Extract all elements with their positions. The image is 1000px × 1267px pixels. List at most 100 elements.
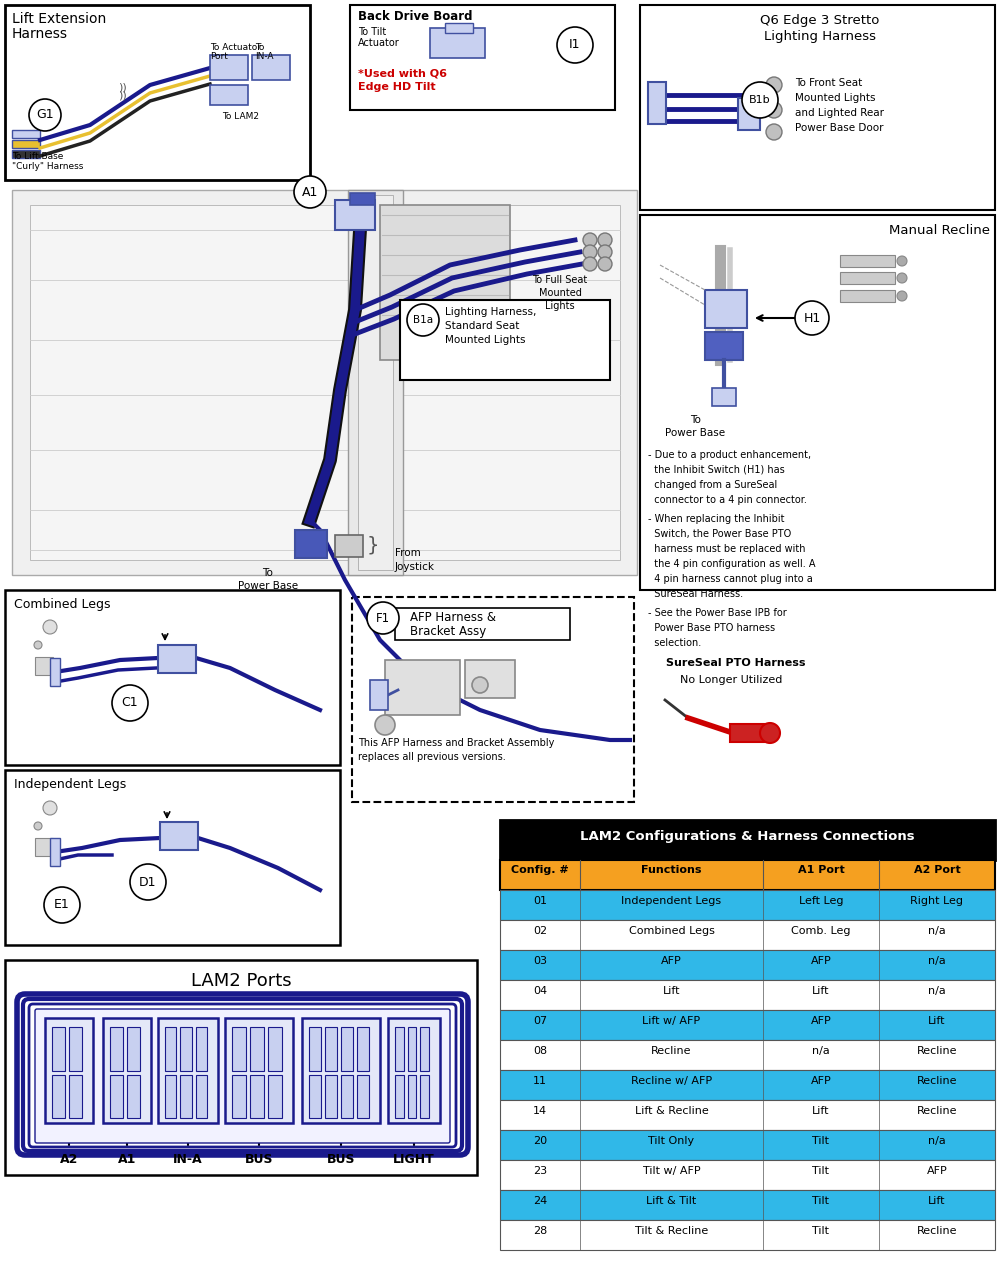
- Text: the 4 pin configuration as well. A: the 4 pin configuration as well. A: [648, 559, 816, 569]
- Text: Tilt w/ AFP: Tilt w/ AFP: [643, 1166, 700, 1176]
- Text: Lift: Lift: [928, 1196, 946, 1206]
- Text: To: To: [690, 416, 700, 424]
- Text: n/a: n/a: [928, 1136, 946, 1145]
- Text: and Lighted Rear: and Lighted Rear: [795, 108, 884, 118]
- Bar: [12, 150, 40, 158]
- Text: the Inhibit Switch (H1) has: the Inhibit Switch (H1) has: [648, 465, 785, 475]
- Text: Power Base: Power Base: [665, 428, 725, 438]
- Bar: [712, 388, 736, 405]
- Text: From: From: [395, 549, 421, 557]
- Text: To Front Seat: To Front Seat: [795, 79, 862, 87]
- Text: Lift: Lift: [928, 1016, 946, 1026]
- Bar: [500, 979, 995, 1010]
- Text: 24: 24: [533, 1196, 547, 1206]
- Text: Combined Legs: Combined Legs: [629, 926, 714, 936]
- Circle shape: [598, 233, 612, 247]
- Text: Lift & Tilt: Lift & Tilt: [646, 1196, 697, 1206]
- Text: changed from a SureSeal: changed from a SureSeal: [648, 480, 777, 490]
- Bar: [738, 98, 760, 131]
- Bar: [127, 1074, 140, 1117]
- Bar: [50, 837, 60, 867]
- Text: LAM2 Ports: LAM2 Ports: [191, 972, 291, 990]
- Bar: [69, 1074, 82, 1117]
- Text: n/a: n/a: [812, 1047, 830, 1055]
- Text: Lighting Harness,: Lighting Harness,: [445, 307, 536, 317]
- Bar: [500, 1220, 995, 1251]
- Text: 07: 07: [533, 1016, 547, 1026]
- Text: C1: C1: [122, 697, 138, 710]
- Bar: [465, 660, 515, 698]
- Circle shape: [598, 257, 612, 271]
- Text: LIGHT: LIGHT: [393, 1153, 435, 1166]
- Bar: [196, 1028, 207, 1071]
- Bar: [730, 723, 770, 742]
- Text: B1a: B1a: [413, 315, 433, 326]
- Bar: [5, 590, 340, 765]
- Text: )): )): [118, 82, 127, 92]
- Text: - See the Power Base IPB for: - See the Power Base IPB for: [648, 608, 787, 618]
- Bar: [500, 860, 995, 889]
- Bar: [110, 1028, 123, 1071]
- Text: 20: 20: [533, 1136, 547, 1145]
- Circle shape: [583, 233, 597, 247]
- Circle shape: [294, 176, 326, 208]
- Bar: [160, 822, 198, 850]
- Text: }: }: [367, 536, 380, 555]
- Bar: [18, 614, 326, 750]
- Circle shape: [897, 272, 907, 283]
- Text: B1b: B1b: [749, 95, 771, 105]
- Bar: [5, 5, 310, 180]
- Text: Mounted: Mounted: [539, 288, 581, 298]
- Bar: [840, 290, 895, 302]
- Text: Recline: Recline: [917, 1106, 957, 1116]
- Bar: [210, 85, 248, 105]
- Text: Bracket Assy: Bracket Assy: [410, 625, 486, 639]
- Bar: [158, 645, 196, 673]
- Bar: [225, 1017, 293, 1123]
- Text: BUS: BUS: [327, 1153, 355, 1166]
- Text: harness must be replaced with: harness must be replaced with: [648, 544, 806, 554]
- Circle shape: [44, 887, 80, 922]
- Bar: [335, 200, 375, 231]
- Circle shape: [897, 291, 907, 302]
- Bar: [309, 1074, 321, 1117]
- Bar: [210, 54, 248, 80]
- Text: 01: 01: [533, 896, 547, 906]
- Text: A2: A2: [60, 1153, 78, 1166]
- Text: selection.: selection.: [648, 639, 701, 647]
- Bar: [380, 205, 510, 360]
- Text: Joystick: Joystick: [395, 563, 435, 571]
- Text: Power Base PTO harness: Power Base PTO harness: [648, 623, 775, 634]
- Bar: [158, 1017, 218, 1123]
- Text: BUS: BUS: [245, 1153, 273, 1166]
- Bar: [232, 1074, 246, 1117]
- Bar: [640, 215, 995, 590]
- Text: Recline: Recline: [917, 1047, 957, 1055]
- Text: Lift & Recline: Lift & Recline: [635, 1106, 708, 1116]
- Bar: [52, 1074, 65, 1117]
- Text: Recline w/ AFP: Recline w/ AFP: [631, 1076, 712, 1086]
- Text: Edge HD Tilt: Edge HD Tilt: [358, 82, 436, 92]
- Bar: [5, 960, 477, 1175]
- Bar: [325, 1074, 337, 1117]
- Circle shape: [375, 715, 395, 735]
- Text: H1: H1: [803, 312, 821, 324]
- Bar: [69, 1028, 82, 1071]
- Bar: [500, 820, 995, 860]
- Bar: [127, 1028, 140, 1071]
- Text: To LAM2: To LAM2: [222, 111, 259, 122]
- Bar: [352, 597, 634, 802]
- Bar: [430, 28, 485, 58]
- Bar: [12, 190, 637, 575]
- Bar: [500, 1190, 995, 1220]
- Bar: [35, 658, 53, 675]
- Text: Q6 Edge 3 Stretto: Q6 Edge 3 Stretto: [760, 14, 880, 27]
- Circle shape: [34, 822, 42, 830]
- Bar: [335, 535, 363, 557]
- Text: connector to a 4 pin connector.: connector to a 4 pin connector.: [648, 495, 807, 506]
- Circle shape: [760, 723, 780, 742]
- Text: Lift: Lift: [663, 986, 680, 996]
- Bar: [18, 796, 326, 931]
- Text: )): )): [118, 90, 127, 100]
- Text: Recline: Recline: [917, 1076, 957, 1086]
